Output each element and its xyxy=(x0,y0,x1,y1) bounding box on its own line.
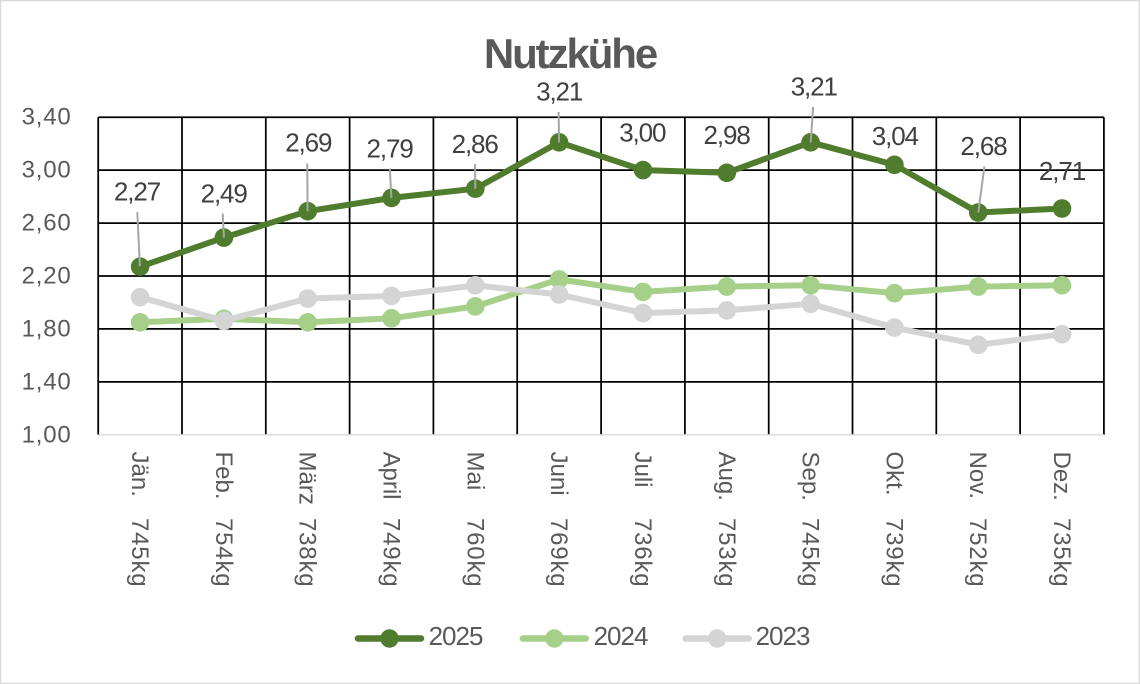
svg-text:2,69: 2,69 xyxy=(285,128,332,158)
svg-text:Sep.745kg: Sep.745kg xyxy=(797,452,824,588)
svg-text:2,27: 2,27 xyxy=(114,176,161,206)
svg-text:2023: 2023 xyxy=(756,621,810,651)
svg-text:3,21: 3,21 xyxy=(791,71,838,101)
svg-text:2,79: 2,79 xyxy=(366,133,413,163)
svg-text:2024: 2024 xyxy=(594,621,648,651)
svg-text:Nutzkühe: Nutzkühe xyxy=(484,30,657,77)
svg-text:April749kg: April749kg xyxy=(378,452,405,588)
svg-text:2,60: 2,60 xyxy=(22,210,72,237)
svg-text:Jän.745kg: Jän.745kg xyxy=(127,452,154,588)
svg-text:Juli736kg: Juli736kg xyxy=(630,452,657,588)
svg-text:3,21: 3,21 xyxy=(536,76,583,106)
svg-text:Dez.735kg: Dez.735kg xyxy=(1049,452,1076,588)
svg-text:Feb.754kg: Feb.754kg xyxy=(210,452,237,588)
svg-text:Mai760kg: Mai760kg xyxy=(462,452,489,588)
svg-text:2,49: 2,49 xyxy=(201,179,248,209)
svg-text:2,86: 2,86 xyxy=(452,129,499,159)
svg-text:2025: 2025 xyxy=(429,621,483,651)
svg-text:3,00: 3,00 xyxy=(619,117,666,147)
svg-text:1,00: 1,00 xyxy=(22,421,72,448)
svg-text:Okt.739kg: Okt.739kg xyxy=(881,452,908,588)
svg-text:2,20: 2,20 xyxy=(22,263,72,290)
svg-text:Aug.753kg: Aug.753kg xyxy=(713,452,740,588)
svg-text:2,68: 2,68 xyxy=(960,131,1007,161)
svg-text:1,40: 1,40 xyxy=(22,368,72,395)
svg-text:3,00: 3,00 xyxy=(22,157,72,184)
svg-text:Nov.752kg: Nov.752kg xyxy=(965,452,992,588)
svg-text:3,04: 3,04 xyxy=(872,121,919,151)
svg-text:2,98: 2,98 xyxy=(703,120,750,150)
svg-text:Juni769kg: Juni769kg xyxy=(546,452,573,588)
svg-text:März738kg: März738kg xyxy=(294,452,321,588)
svg-text:3,40: 3,40 xyxy=(22,104,72,131)
svg-text:1,80: 1,80 xyxy=(22,315,72,342)
svg-text:2,71: 2,71 xyxy=(1039,156,1086,186)
